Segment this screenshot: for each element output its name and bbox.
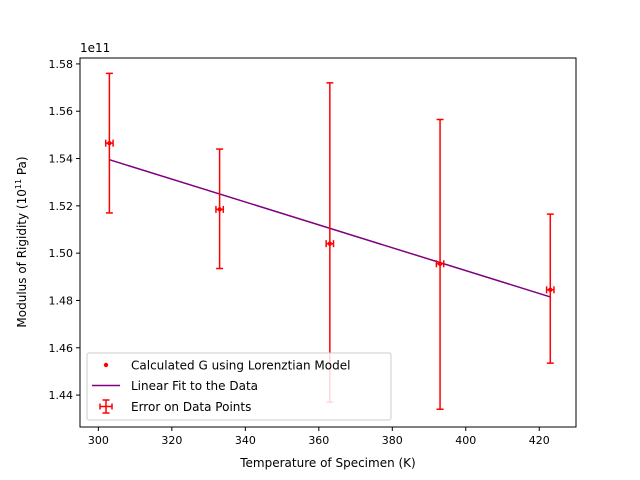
y-axis-label: Modulus of Rigidity (1011 Pa) (14, 156, 29, 327)
data-point-2 (327, 241, 333, 246)
data-point-4 (548, 287, 553, 293)
axes: 300 320 340 360 380 400 420 1.44 1.46 1.48 1.50 1.5… (49, 57, 577, 447)
y-tick-label-5: 1.54 (49, 153, 74, 166)
x-tick-label-3: 360 (308, 434, 329, 447)
legend-label-points: Calculated G using Lorenztian Model (131, 359, 350, 373)
legend-marker-errorbar (99, 399, 113, 414)
y-tick-label-3: 1.50 (49, 247, 74, 260)
legend-label-fit: Linear Fit to the Data (131, 379, 258, 393)
legend: Calculated G using Lorenztian Model Line… (86, 352, 392, 421)
x-tick-label-2: 340 (235, 434, 256, 447)
y-tick-label-1: 1.46 (49, 342, 74, 355)
data-point-1 (217, 207, 222, 212)
data-point-0 (107, 140, 112, 146)
x-tick-label-6: 420 (529, 434, 550, 447)
y-tick-label-0: 1.44 (49, 389, 74, 402)
plot-area (104, 72, 555, 411)
axes-frame (79, 57, 577, 428)
legend-marker-points (103, 362, 109, 368)
legend-label-errorbar: Error on Data Points (131, 400, 251, 414)
legend-box (86, 352, 392, 421)
offset-label: 1e11 (80, 41, 110, 55)
y-tick-label-2: 1.48 (49, 294, 74, 307)
y-axis-label-end: Pa) (15, 156, 29, 179)
y-tick-label-4: 1.52 (49, 200, 74, 213)
y-axis-label-main: Modulus of Rigidity (10 (15, 189, 29, 327)
x-axis-label: Temperature of Specimen (K) (239, 456, 415, 470)
y-tick-label-6: 1.56 (49, 105, 74, 118)
x-tick-label-4: 380 (382, 434, 403, 447)
x-tick-label-0: 300 (88, 434, 109, 447)
x-tick-label-5: 400 (455, 434, 476, 447)
data-point-3 (437, 261, 443, 266)
y-axis-label-sup: 11 (14, 179, 23, 189)
y-tick-label-7: 1.58 (49, 58, 74, 71)
x-tick-label-1: 320 (161, 434, 182, 447)
